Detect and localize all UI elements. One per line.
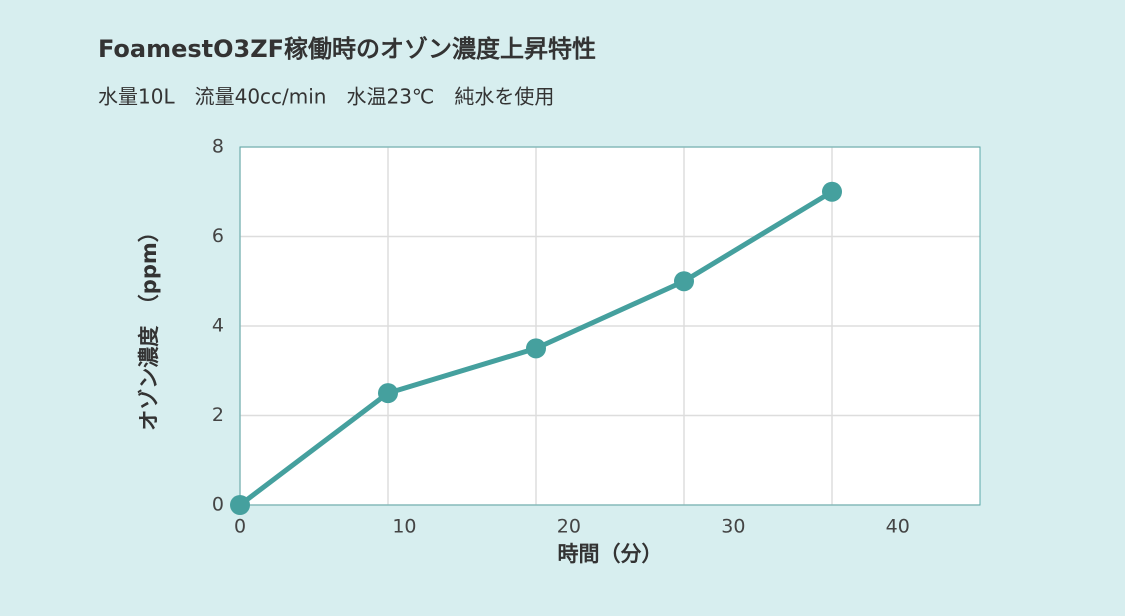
- y-axis-label: オゾン濃度 （ppm）: [137, 221, 161, 430]
- x-tick-label: 20: [557, 516, 581, 538]
- chart-subtitle: 水量10L 流量40cc/min 水温23℃ 純水を使用: [98, 85, 554, 109]
- point: [822, 181, 842, 202]
- x-tick-label: 30: [721, 516, 745, 538]
- x-tick-label: 0: [234, 516, 246, 538]
- point: [674, 271, 694, 292]
- y-tick-label: 0: [212, 494, 224, 516]
- y-tick-label: 2: [212, 404, 224, 426]
- point: [526, 338, 546, 359]
- x-axis-label: 時間（分）: [558, 542, 663, 566]
- point: [378, 383, 398, 404]
- y-tick-label: 4: [212, 315, 224, 337]
- x-tick-label: 10: [392, 516, 416, 538]
- plot-border: [239, 146, 981, 506]
- point: [230, 495, 250, 515]
- y-tick-label: 6: [212, 225, 224, 247]
- chart-title: FoamestO3ZF稼働時のオゾン濃度上昇特性: [98, 35, 596, 63]
- x-tick-label: 40: [886, 516, 910, 538]
- y-tick-label: 8: [212, 136, 224, 158]
